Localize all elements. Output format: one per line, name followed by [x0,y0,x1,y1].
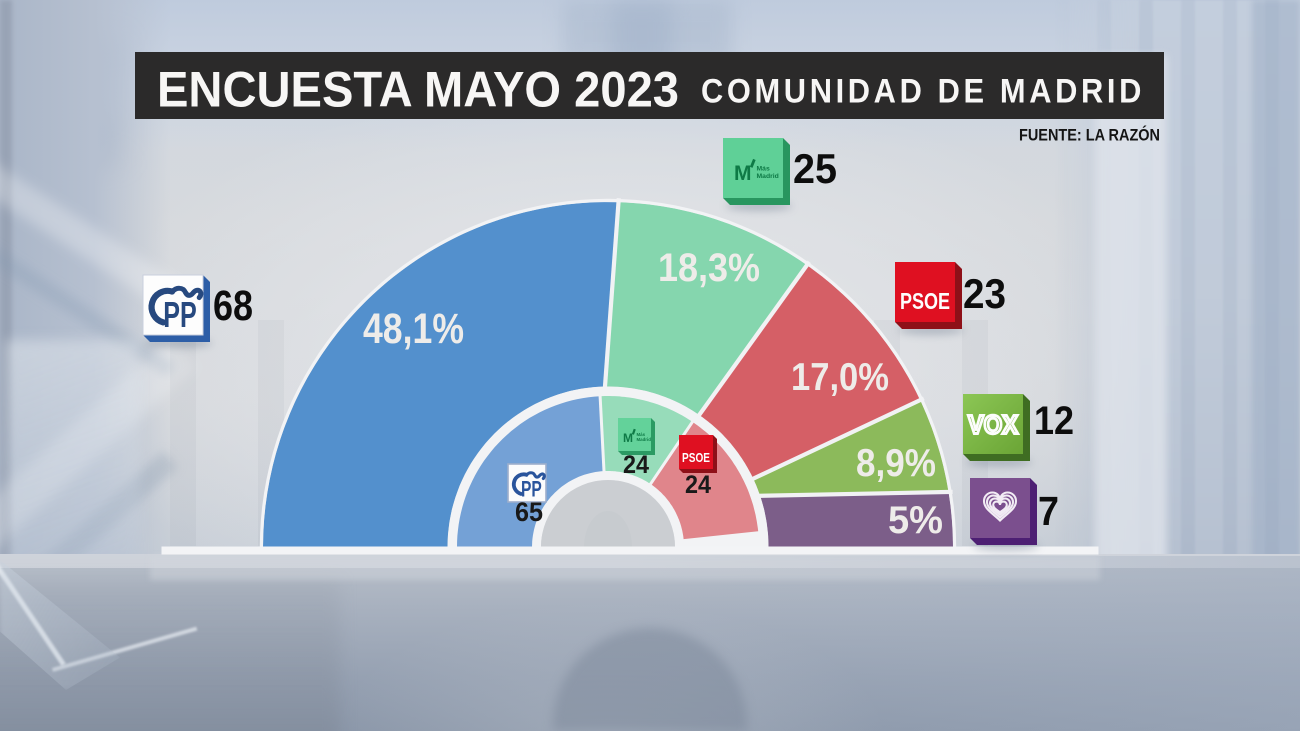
svg-text:12: 12 [1034,399,1074,443]
svg-text:65: 65 [515,498,543,527]
svg-text:Más: Más [637,432,646,437]
svg-text:Madrid: Madrid [757,173,779,180]
svg-text:VOX: VOX [968,410,1019,440]
svg-text:PSOE: PSOE [900,288,950,314]
svg-text:24: 24 [623,451,649,479]
svg-text:25: 25 [793,145,837,192]
svg-text:PP: PP [521,477,542,502]
svg-text:M: M [623,431,633,445]
svg-text:7: 7 [1038,488,1059,534]
svg-text:5%: 5% [888,499,943,542]
svg-text:Madrid: Madrid [637,437,652,442]
svg-text:Más: Más [757,166,770,173]
svg-text:48,1%: 48,1% [363,305,464,353]
svg-text:8,9%: 8,9% [856,442,936,485]
svg-text:COMUNIDAD DE MADRID: COMUNIDAD DE MADRID [701,73,1145,111]
svg-text:M: M [734,162,752,185]
svg-text:17,0%: 17,0% [791,356,889,399]
svg-text:68: 68 [213,283,253,330]
svg-text:PSOE: PSOE [682,450,710,465]
svg-text:18,3%: 18,3% [658,246,760,290]
svg-text:24: 24 [685,471,711,499]
svg-text:ENCUESTA MAYO 2023: ENCUESTA MAYO 2023 [157,62,679,118]
svg-text:23: 23 [963,270,1006,317]
svg-text:FUENTE: LA RAZÓN: FUENTE: LA RAZÓN [1019,126,1160,145]
svg-text:PP: PP [163,294,197,335]
